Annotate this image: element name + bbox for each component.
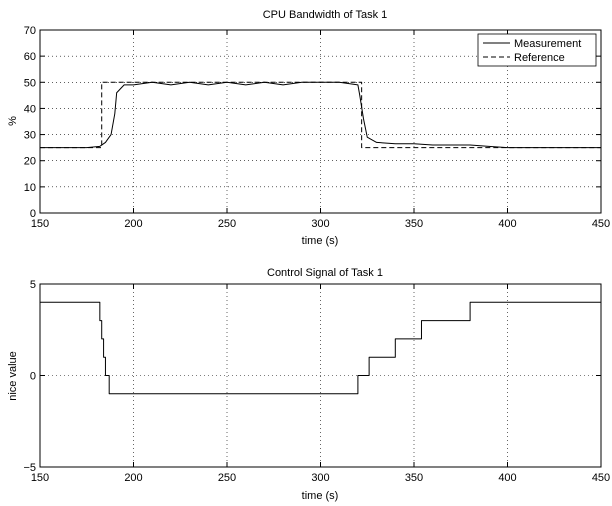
- chart-title: CPU Bandwidth of Task 1: [263, 9, 388, 21]
- y-axis-ticks: 0 10 20 30 40 50 60 70: [24, 25, 601, 220]
- chart-title: Control Signal of Task 1: [267, 267, 383, 279]
- y-tick-label: 0: [30, 208, 36, 220]
- x-tick-label: 450: [592, 472, 610, 484]
- y-axis-ticks: −5 0 5: [23, 279, 601, 474]
- legend-box: [477, 33, 597, 67]
- series-group: [40, 81, 601, 149]
- y-tick-label: 40: [24, 103, 36, 115]
- y-axis-label: nice value: [7, 351, 19, 401]
- x-axis-ticks: 150 200 250 300 350 400 450: [31, 284, 610, 484]
- x-tick-label: 250: [218, 472, 236, 484]
- y-tick-label: 0: [30, 371, 36, 383]
- series-group: [40, 301, 601, 395]
- x-tick-label: 150: [31, 218, 49, 230]
- y-tick-label: −5: [23, 462, 36, 474]
- y-tick-label: 70: [24, 25, 36, 37]
- x-tick-label: 350: [405, 472, 423, 484]
- x-tick-label: 350: [405, 218, 423, 230]
- x-axis-label: time (s): [302, 235, 339, 247]
- y-tick-label: 10: [24, 182, 36, 194]
- x-tick-label: 200: [124, 472, 142, 484]
- y-tick-label: 5: [30, 279, 36, 291]
- y-tick-label: 20: [24, 156, 36, 168]
- legend-measurement-label: Measurement: [514, 38, 581, 50]
- series-line: [40, 301, 601, 395]
- control-signal-chart: Control Signal of Task 1 150 200 250 300 350…: [7, 267, 610, 502]
- y-tick-label: 30: [24, 130, 36, 142]
- series-reference-line: [40, 81, 601, 149]
- legend: Measurement Reference: [477, 33, 597, 67]
- x-tick-label: 250: [218, 218, 236, 230]
- y-tick-label: 50: [24, 77, 36, 89]
- x-tick-label: 450: [592, 218, 610, 230]
- x-tick-label: 300: [311, 218, 329, 230]
- x-tick-label: 400: [498, 218, 516, 230]
- y-tick-label: 60: [24, 51, 36, 63]
- x-tick-label: 400: [498, 472, 516, 484]
- x-tick-label: 300: [311, 472, 329, 484]
- y-axis-label: %: [7, 116, 19, 126]
- grid: [40, 284, 601, 467]
- x-axis-label: time (s): [302, 490, 339, 502]
- cpu-bandwidth-chart: CPU Bandwidth of Task 1 150 200 250 300 350 4…: [7, 9, 610, 247]
- x-tick-label: 150: [31, 472, 49, 484]
- x-tick-label: 200: [124, 218, 142, 230]
- legend-reference-label: Reference: [514, 52, 565, 64]
- x-axis-ticks: 150 200 250 300 350 400 450: [31, 30, 610, 230]
